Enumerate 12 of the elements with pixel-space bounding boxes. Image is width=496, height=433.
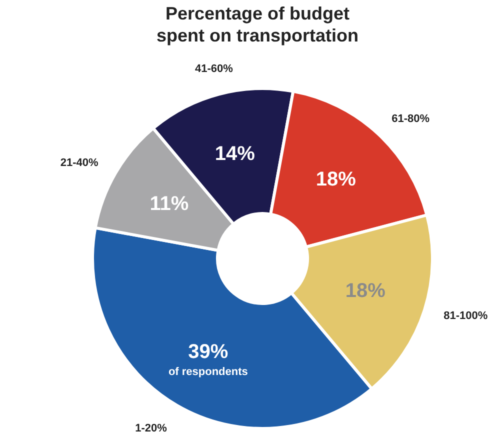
chart-title: Percentage of budget spent on transportation	[156, 4, 358, 46]
slice-label: 41-60%	[195, 62, 234, 75]
data-label: 14%	[214, 143, 256, 166]
slice-label: 21-40%	[60, 156, 99, 169]
slice-label: 81-100%	[444, 310, 488, 322]
data-label: 18%	[316, 168, 356, 190]
data-label: 11%	[150, 193, 189, 216]
data-label: 18%	[345, 280, 386, 302]
slice-label: 61-80%	[392, 113, 430, 126]
data-label: 39%	[188, 340, 228, 363]
text: of respondents	[168, 366, 248, 378]
slice-label: 1-20%	[135, 422, 168, 433]
